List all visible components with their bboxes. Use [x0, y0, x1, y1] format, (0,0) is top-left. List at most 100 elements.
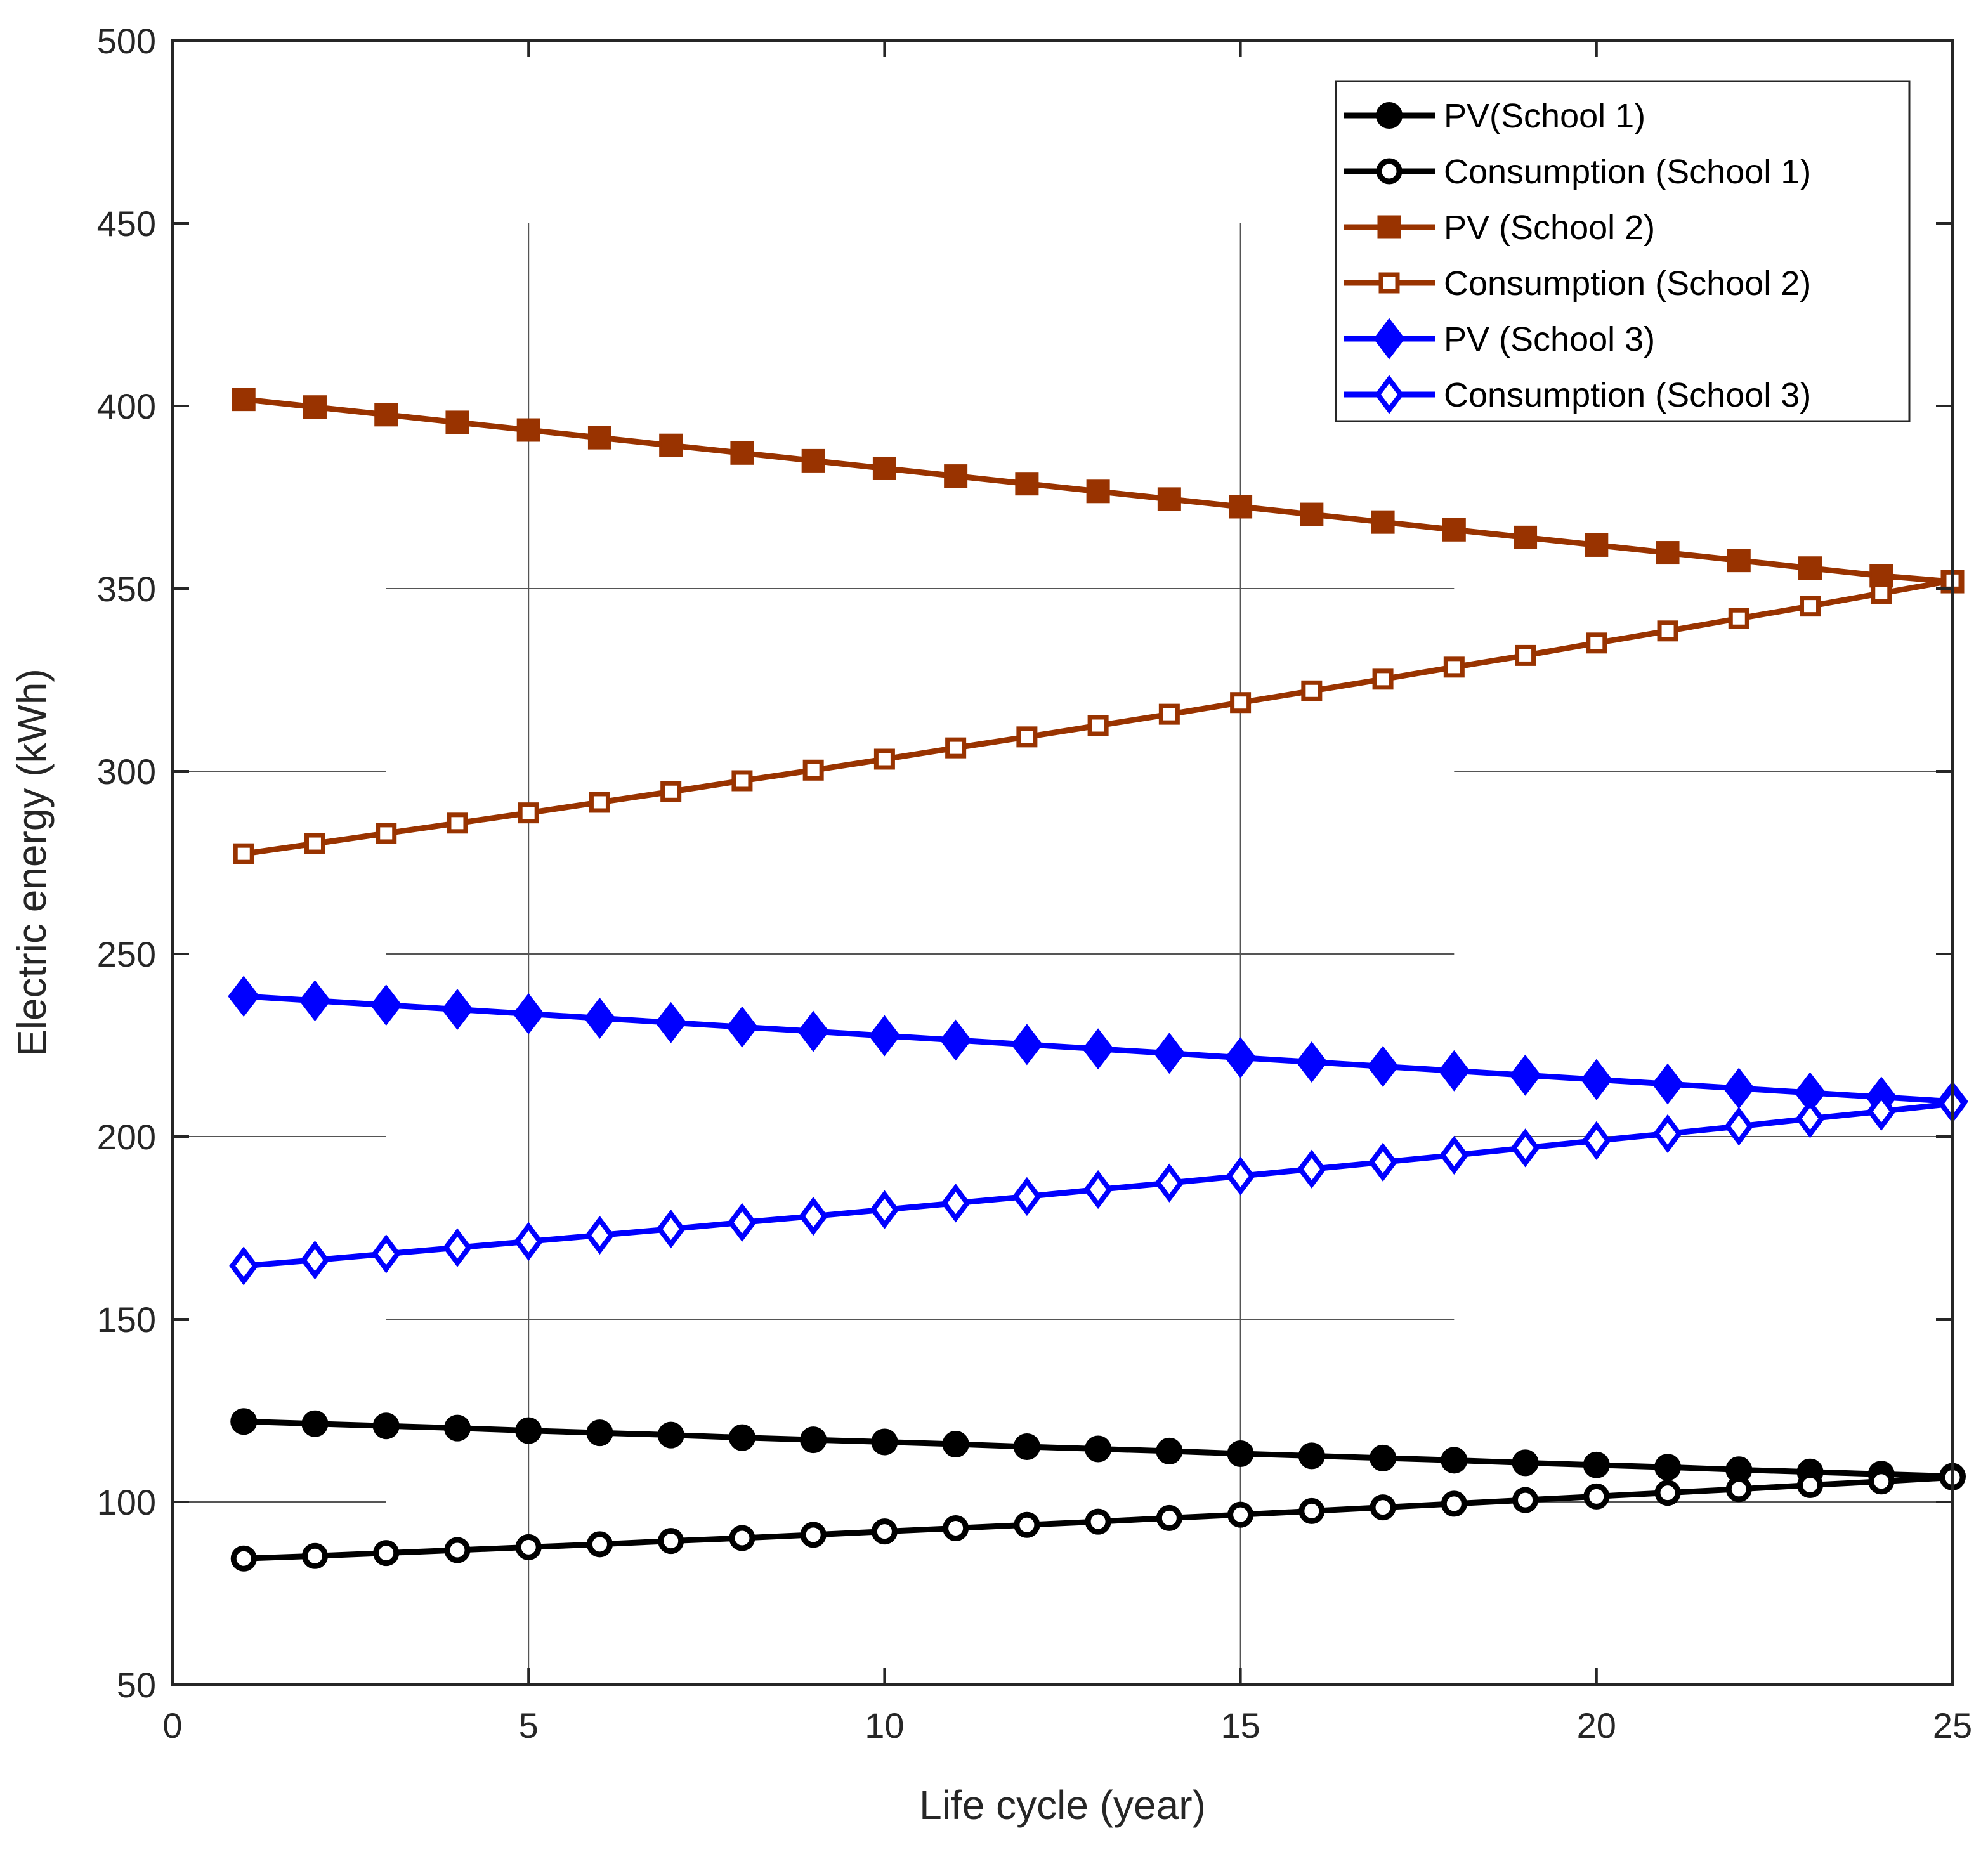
- data-point: [1157, 487, 1181, 511]
- data-point: [1652, 1063, 1684, 1105]
- data-point: [1298, 1497, 1325, 1524]
- data-point: [1012, 1177, 1042, 1216]
- data-point: [1585, 533, 1609, 557]
- data-point: [586, 1531, 613, 1558]
- data-point: [729, 1525, 755, 1551]
- data-point: [1514, 525, 1538, 549]
- data-point: [1510, 1128, 1540, 1168]
- data-point: [1368, 1142, 1398, 1182]
- legend-label: PV (School 2): [1444, 209, 1655, 247]
- data-point: [1725, 1476, 1752, 1503]
- data-point: [871, 1428, 898, 1456]
- data-point: [1082, 1028, 1115, 1070]
- data-point: [1086, 479, 1110, 504]
- data-point: [730, 441, 754, 465]
- data-point: [1085, 1508, 1111, 1535]
- data-point: [374, 403, 398, 427]
- data-point: [801, 448, 825, 473]
- data-point: [1298, 1442, 1325, 1470]
- y-axis-label: Electric energy (kWh): [9, 668, 55, 1057]
- data-point: [1656, 541, 1680, 565]
- data-point: [1512, 1487, 1539, 1513]
- data-point: [941, 1184, 971, 1223]
- data-point: [1866, 1092, 1896, 1131]
- legend-item: PV(School 1): [1344, 97, 1645, 135]
- data-point: [1158, 703, 1180, 725]
- legend-item: Consumption (School 3): [1344, 375, 1811, 414]
- data-point: [230, 1545, 257, 1572]
- data-point: [1370, 1444, 1397, 1471]
- data-point: [656, 1210, 686, 1249]
- data-point: [1443, 656, 1465, 678]
- data-point: [1868, 1468, 1895, 1495]
- axis-ticks: 0 5 10 15 20 25 50 100 150 200 250 300 350 400 450 500: [97, 21, 1973, 1745]
- data-point: [442, 1228, 472, 1267]
- legend-marker: [1376, 158, 1403, 185]
- data-point: [1580, 1059, 1612, 1100]
- data-point: [660, 781, 682, 802]
- data-point: [868, 1015, 901, 1057]
- data-point: [802, 759, 824, 781]
- data-point: [1016, 726, 1038, 748]
- data-point: [444, 1537, 471, 1563]
- data-point: [586, 1419, 613, 1447]
- axes-box: [171, 39, 1954, 1686]
- data-point: [299, 980, 331, 1022]
- y-tick-label: 150: [97, 1300, 156, 1340]
- series: [230, 1464, 1966, 1572]
- data-point: [515, 1534, 542, 1560]
- x-tick-label: 10: [865, 1705, 904, 1745]
- series: [228, 975, 1968, 1123]
- data-point: [373, 1540, 400, 1567]
- data-point: [1083, 1170, 1113, 1210]
- data-point: [441, 989, 473, 1031]
- data-point: [1583, 1451, 1610, 1478]
- data-point: [1227, 1440, 1254, 1467]
- data-point: [584, 997, 616, 1039]
- legend-item: Consumption (School 1): [1344, 153, 1811, 191]
- data-point: [372, 1412, 400, 1440]
- data-point: [1300, 502, 1324, 526]
- data-point: [1727, 549, 1751, 573]
- legend-label: PV(School 1): [1444, 97, 1645, 135]
- data-point: [1230, 692, 1252, 714]
- x-tick-label: 20: [1577, 1705, 1616, 1745]
- legend-label: PV (School 3): [1444, 320, 1655, 358]
- data-point: [1297, 1149, 1326, 1189]
- data-point: [1227, 1501, 1254, 1528]
- data-point: [1442, 518, 1466, 542]
- y-tick-label: 50: [117, 1665, 156, 1705]
- data-point: [1653, 1114, 1683, 1154]
- legend-item: Consumption (School 2): [1344, 264, 1811, 303]
- data-point: [659, 433, 683, 457]
- data-point: [516, 418, 540, 442]
- series-group: [228, 388, 1968, 1572]
- data-point: [1301, 680, 1323, 701]
- data-point: [1015, 472, 1039, 496]
- data-point: [1871, 582, 1892, 604]
- data-point: [1372, 668, 1394, 690]
- data-point: [731, 770, 753, 792]
- data-point: [870, 1190, 899, 1229]
- data-point: [1586, 632, 1607, 654]
- data-point: [727, 1203, 757, 1242]
- legend-box: [1335, 80, 1911, 422]
- data-point: [871, 1518, 898, 1545]
- data-point: [939, 1019, 972, 1061]
- data-point: [1085, 1435, 1112, 1463]
- data-point: [232, 388, 256, 412]
- data-point: [944, 464, 968, 488]
- legend-label: Consumption (School 1): [1444, 153, 1811, 191]
- y-tick-label: 350: [97, 569, 156, 609]
- legend: PV(School 1) Consumption (School 1) PV (Sc…: [1335, 80, 1911, 422]
- data-point: [655, 1001, 687, 1043]
- data-point: [1438, 1050, 1470, 1092]
- data-point: [518, 802, 539, 824]
- data-point: [658, 1528, 684, 1555]
- data-point: [1013, 1433, 1040, 1461]
- y-tick-label: 200: [97, 1117, 156, 1157]
- legend-item: PV (School 2): [1344, 209, 1655, 247]
- x-tick-label: 5: [519, 1705, 539, 1745]
- data-point: [800, 1426, 827, 1454]
- data-point: [1295, 1041, 1328, 1083]
